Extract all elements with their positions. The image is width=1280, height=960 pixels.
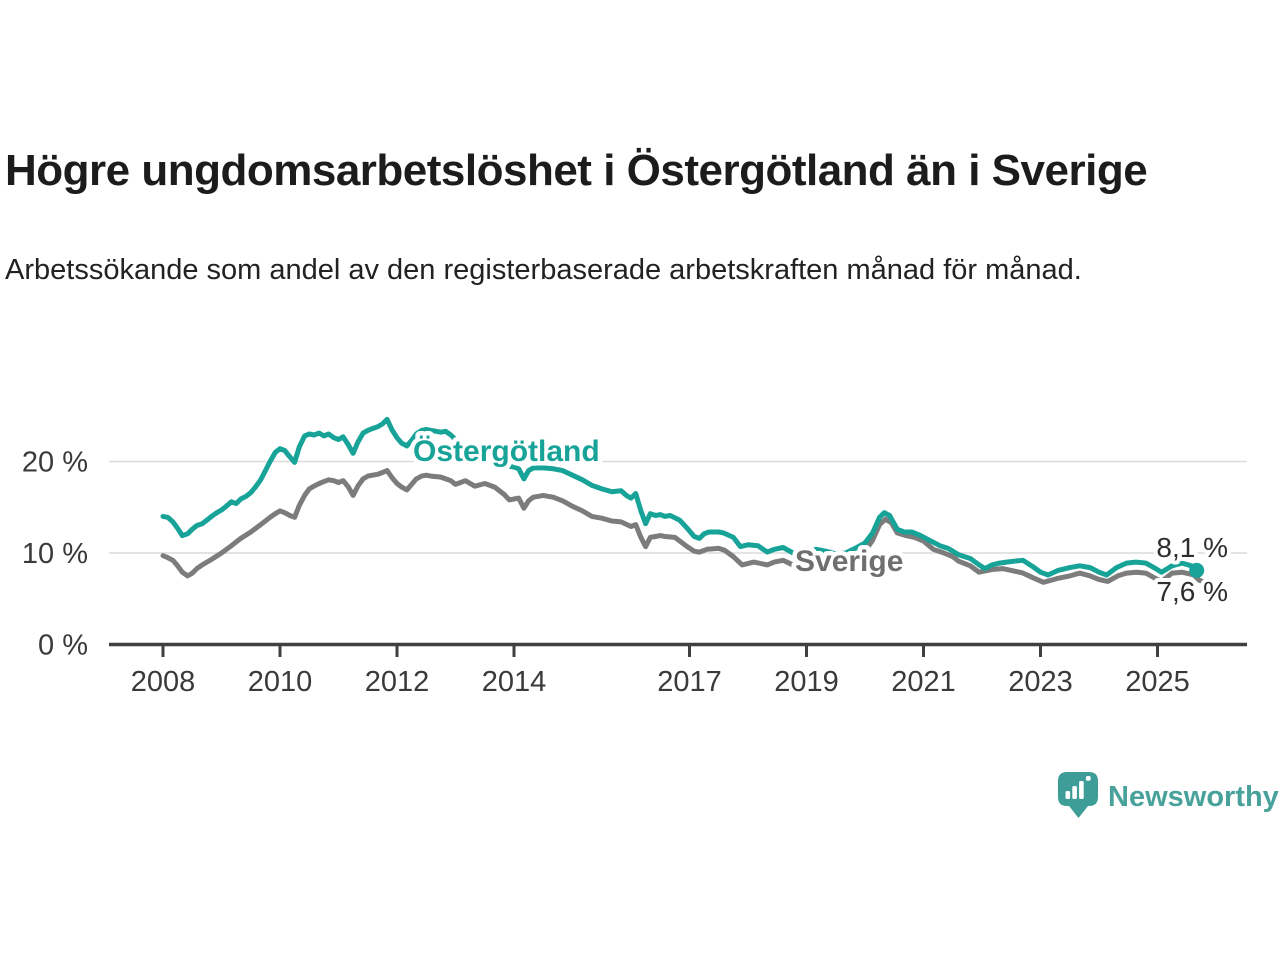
logo-bar-chart-icon (1065, 776, 1091, 799)
x-tick-label-2008: 2008 (131, 666, 196, 698)
x-axis-layer: 2008 2010 2012 2014 2017 2019 2021 2023 2025 (109, 642, 1247, 698)
chart-subtitle: Arbetssökande som andel av den registerb… (5, 254, 1082, 286)
series-line-sverige (160, 468, 1206, 585)
value-label-ostergotland-last: 8,1 % (1156, 532, 1228, 563)
value-label-ostergotland-last-halo: 8,1 % (1156, 532, 1228, 563)
series-line-ostergotland (160, 416, 1200, 578)
x-tick-label-2012: 2012 (365, 666, 430, 698)
x-tick-label-2019: 2019 (774, 666, 839, 698)
logo-speech-bubble-icon (1058, 772, 1098, 818)
value-label-sverige-last-halo: 7,6 % (1156, 576, 1228, 607)
series-label-ostergotland-halo: Östergötland (413, 435, 600, 468)
value-label-sverige-last: 7,6 % (1156, 576, 1228, 607)
y-axis-label-0: 0 % (38, 630, 88, 662)
y-axis-label-10: 10 % (22, 538, 88, 570)
series-label-ostergotland: Östergötland (413, 435, 600, 468)
brand-name: Newsworthy (1108, 781, 1279, 813)
x-tick-label-2023: 2023 (1008, 666, 1073, 698)
x-tick-label-2010: 2010 (248, 666, 313, 698)
x-tick-label-2017: 2017 (657, 666, 722, 698)
x-tick-label-2025: 2025 (1125, 666, 1190, 698)
newsworthy-logo: Newsworthy (1058, 772, 1279, 818)
x-tick-label-2014: 2014 (482, 666, 547, 698)
series-label-sverige: Sverige (795, 545, 903, 578)
x-tick-label-2021: 2021 (891, 666, 956, 698)
y-axis-label-20: 20 % (22, 447, 88, 479)
series-label-sverige-halo: Sverige (795, 545, 903, 578)
series-end-dot (1189, 562, 1205, 578)
page-title: Högre ungdomsarbetslöshet i Östergötland… (5, 146, 1148, 195)
series-lines-layer (160, 416, 1206, 585)
gridlines-layer: 0 % 10 % 20 % (22, 447, 1247, 662)
